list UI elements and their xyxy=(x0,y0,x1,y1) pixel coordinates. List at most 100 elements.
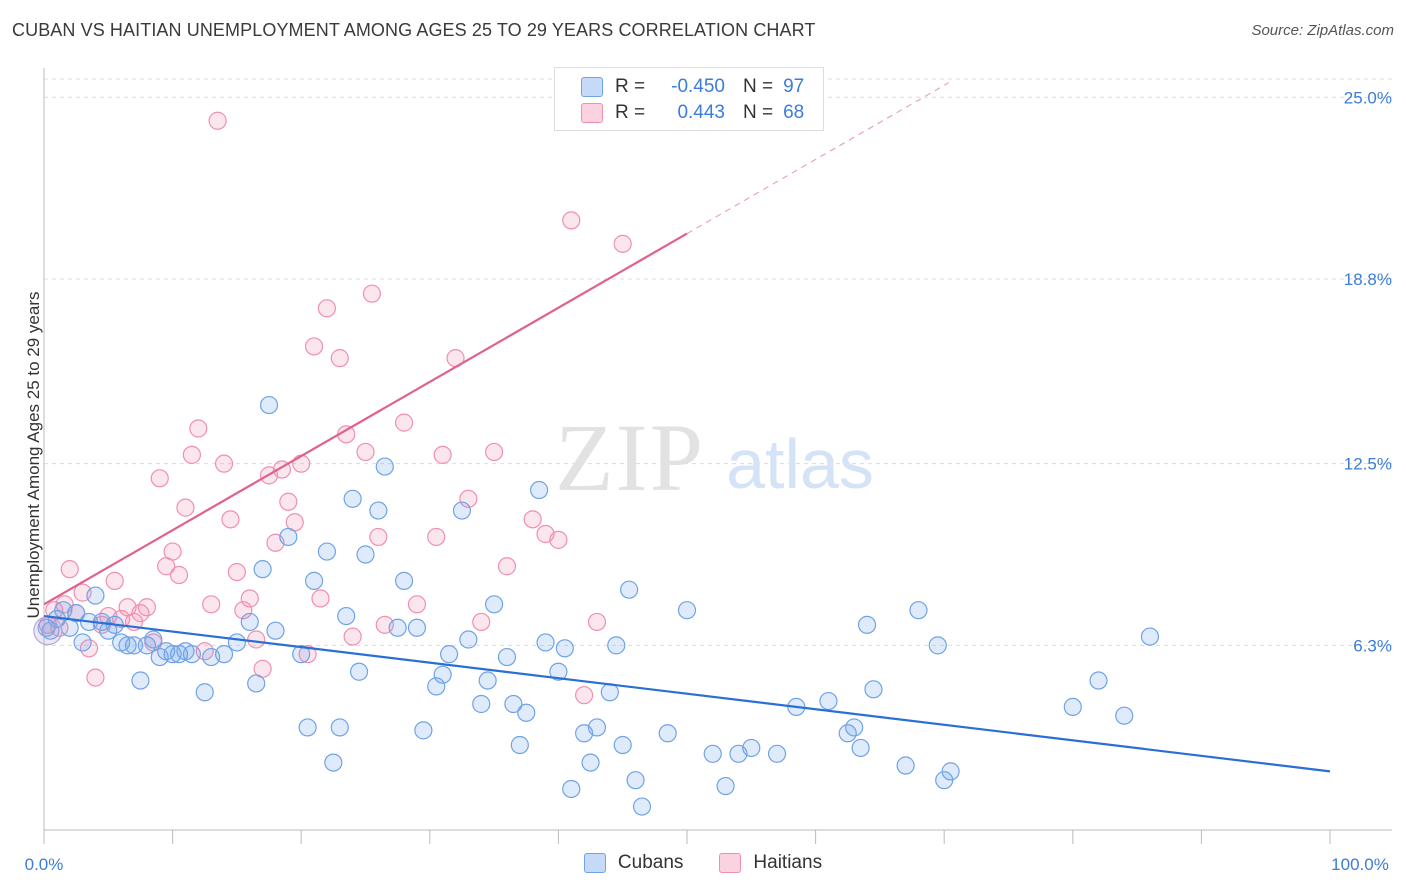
cubans-point xyxy=(407,618,427,637)
haitians-point xyxy=(472,612,491,632)
haitians-point xyxy=(137,598,156,617)
series-legend-haitians-label: Haitians xyxy=(753,852,823,873)
haitians-point xyxy=(587,612,607,632)
haitians-point xyxy=(330,349,349,368)
haitians-point xyxy=(427,527,446,547)
y-axis-label: Unemployment Among Ages 25 to 29 years xyxy=(24,291,43,619)
cubans-point xyxy=(620,580,639,599)
chart-title: CUBAN VS HAITIAN UNEMPLOYMENT AMONG AGES… xyxy=(12,20,816,40)
haitians-point xyxy=(523,510,542,529)
cubans-point xyxy=(510,735,529,755)
cubans-point xyxy=(292,645,311,664)
cubans-point xyxy=(124,636,144,655)
cubans-point xyxy=(716,776,735,796)
cubans-point xyxy=(304,571,324,590)
cubans-point xyxy=(677,601,697,620)
axes xyxy=(43,68,1392,844)
legend-swatch-haitians xyxy=(581,103,603,123)
cubans-point xyxy=(349,662,369,681)
haitians-point xyxy=(549,530,568,549)
legend-r-value-cubans: -0.450 xyxy=(671,76,725,97)
y-tick-label: 25.0% xyxy=(1344,88,1392,107)
watermark-atlas: atlas xyxy=(726,425,874,503)
haitians-point xyxy=(227,562,246,582)
haitians-trend-line xyxy=(43,232,688,606)
cubans-point xyxy=(600,683,619,702)
cubans-point xyxy=(742,738,761,758)
cubans-point xyxy=(1115,706,1134,725)
cubans-point xyxy=(41,621,60,640)
cubans-point xyxy=(703,744,722,763)
tick-labels: 6.3% 12.5% 18.8% 25.0% 0.0% 100.0% xyxy=(25,88,1392,874)
cubans-point xyxy=(459,630,478,649)
x-tick-label: 100.0% xyxy=(1331,855,1389,874)
haitians-point xyxy=(304,337,324,356)
legend-n-value-haitians: 68 xyxy=(783,102,805,123)
haitians-point xyxy=(163,542,182,561)
haitians-point xyxy=(298,645,317,664)
cubans-point xyxy=(298,718,317,737)
haitians-point xyxy=(86,668,105,687)
cubans-point xyxy=(427,677,446,696)
legend-r-value-haitians: 0.443 xyxy=(677,102,725,123)
cubans-point xyxy=(536,633,555,652)
haitians-point xyxy=(247,630,266,649)
haitians-point xyxy=(362,284,382,303)
cubans-point xyxy=(530,480,549,500)
cubans-point xyxy=(452,501,472,520)
cubans-point xyxy=(857,615,877,634)
series-legend-cubans[interactable]: Cubans xyxy=(583,852,684,874)
cubans-point xyxy=(214,645,234,664)
cubans-point xyxy=(240,612,259,632)
cubans-point xyxy=(613,735,632,755)
haitians-point xyxy=(292,454,311,473)
cubans-point xyxy=(549,662,568,681)
cubans-point xyxy=(375,457,394,476)
watermark: ZIP atlas xyxy=(555,404,874,511)
haitians-point xyxy=(105,571,124,590)
cubans-point xyxy=(343,489,362,508)
haitians-point xyxy=(485,442,504,462)
cubans-point xyxy=(587,718,607,737)
legend-n-label: N = xyxy=(743,76,774,97)
haitians-point xyxy=(60,560,79,579)
cubans-trend-line xyxy=(43,614,1331,773)
y-tick-label: 18.8% xyxy=(1344,270,1392,289)
cubans-point xyxy=(1140,627,1160,646)
series-legend-haitians[interactable]: Haitians xyxy=(719,852,822,874)
y-tick-label: 6.3% xyxy=(1353,636,1392,655)
cubans-point xyxy=(497,647,517,667)
cubans-point xyxy=(227,633,246,652)
y-tick-label: 12.5% xyxy=(1344,455,1392,474)
cubans-point xyxy=(658,724,677,743)
cubans-point xyxy=(626,771,645,790)
legend-n-label: N = xyxy=(743,102,774,123)
grid-lines xyxy=(44,78,1392,646)
swatch-cubans xyxy=(583,853,606,873)
trend-lines xyxy=(43,82,1331,773)
cubans-point xyxy=(439,645,459,664)
haitians-point xyxy=(150,469,169,488)
cubans-point xyxy=(864,680,883,699)
cubans-point xyxy=(337,606,356,626)
cubans-point xyxy=(819,691,838,711)
haitians-point xyxy=(176,498,195,517)
cubans-point xyxy=(279,527,298,547)
x-tick-label: 0.0% xyxy=(25,855,64,874)
haitians-point xyxy=(394,413,414,432)
series-legend-cubans-label: Cubans xyxy=(617,852,684,873)
cubans-point xyxy=(324,753,343,772)
haitians-point xyxy=(407,595,427,614)
legend-row-haitians: R = 0.443 N = 68 xyxy=(555,100,804,126)
haitians-point xyxy=(613,234,632,253)
haitians-point xyxy=(208,111,227,130)
cubans-point xyxy=(247,674,266,693)
legend-swatch-cubans xyxy=(581,77,603,97)
haitians-point xyxy=(279,492,298,511)
haitians-point xyxy=(497,557,517,576)
cubans-point xyxy=(517,703,536,722)
haitians-point xyxy=(343,627,362,646)
cubans-point xyxy=(195,683,214,702)
series-legend: Cubans Haitians xyxy=(0,852,1406,874)
